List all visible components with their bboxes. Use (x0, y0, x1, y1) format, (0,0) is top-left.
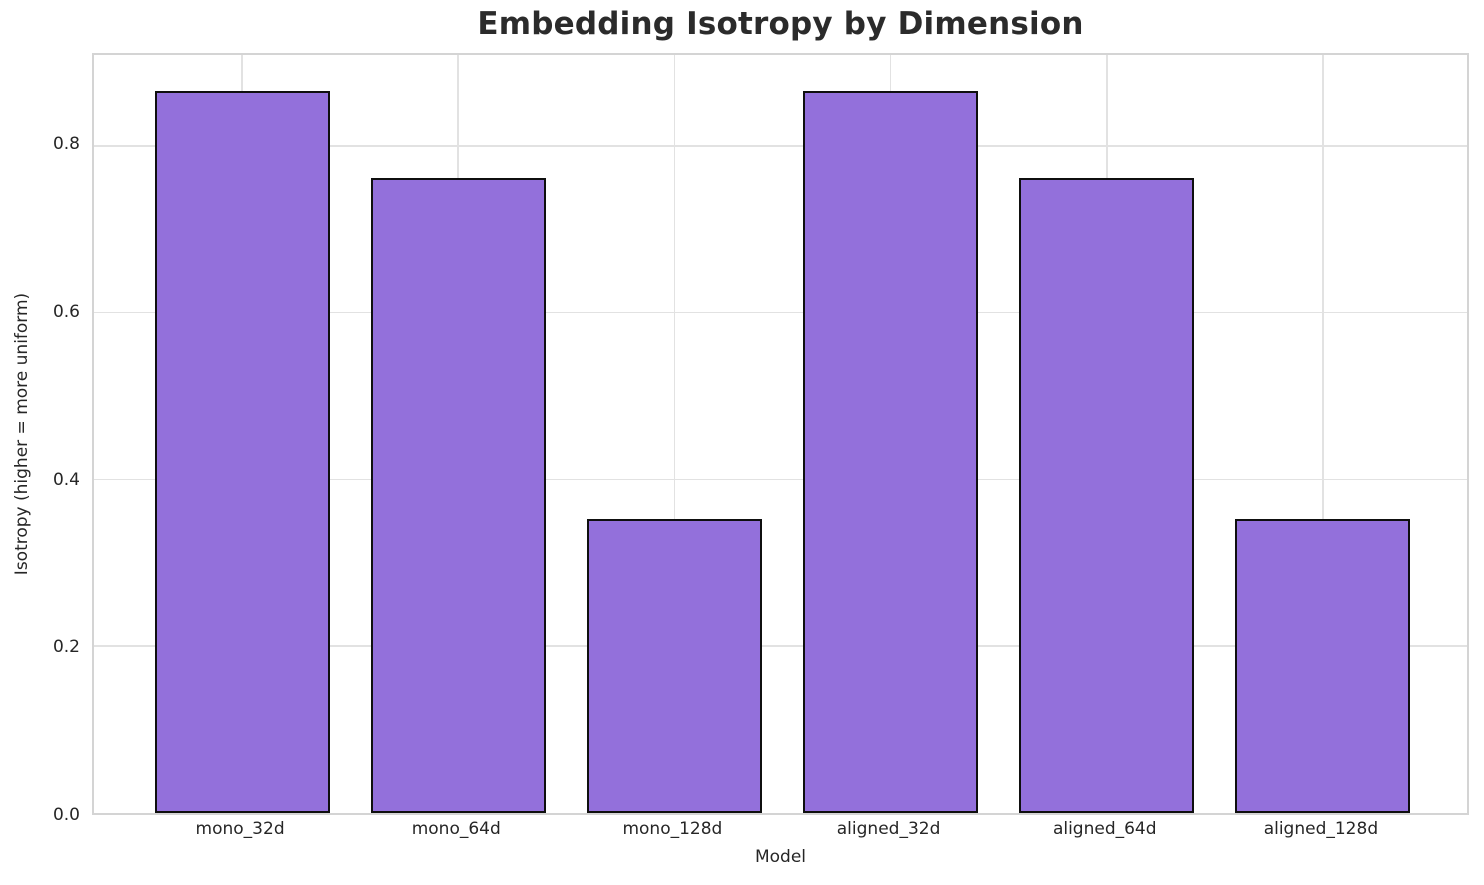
chart-title: Embedding Isotropy by Dimension (477, 6, 1084, 42)
y-tick-label: 0.2 (52, 637, 80, 658)
x-tick-label: aligned_128d (1263, 819, 1379, 839)
gridline-v (673, 55, 676, 813)
y-tick-label: 0.6 (52, 302, 80, 323)
x-tick-label: mono_64d (411, 819, 501, 839)
gridline-h (94, 311, 1467, 314)
y-tick-label: 0.0 (52, 805, 80, 825)
plot-area (92, 53, 1469, 815)
y-tick-label: 0.8 (52, 134, 80, 155)
gridline-v (1322, 55, 1324, 813)
y-tick-label: 0.4 (52, 469, 80, 490)
bar-aligned_64d (1019, 177, 1195, 813)
x-tick-label: mono_32d (195, 819, 285, 839)
bar-aligned_128d (1235, 518, 1411, 813)
bar-mono_64d (370, 177, 546, 813)
y-axis-label: Isotropy (higher = more uniform) (12, 292, 32, 576)
x-tick-label: mono_128d (622, 819, 723, 839)
gridline-h (94, 645, 1467, 648)
gridline-h (94, 145, 1467, 147)
x-axis-label: Model (754, 847, 807, 867)
bar-mono_128d (586, 518, 762, 813)
x-tick-label: aligned_64d (1052, 819, 1157, 839)
bar-aligned_32d (803, 90, 979, 813)
x-tick-label: aligned_32d (836, 819, 941, 839)
bar-mono_32d (154, 90, 330, 813)
gridline-h (94, 478, 1467, 481)
